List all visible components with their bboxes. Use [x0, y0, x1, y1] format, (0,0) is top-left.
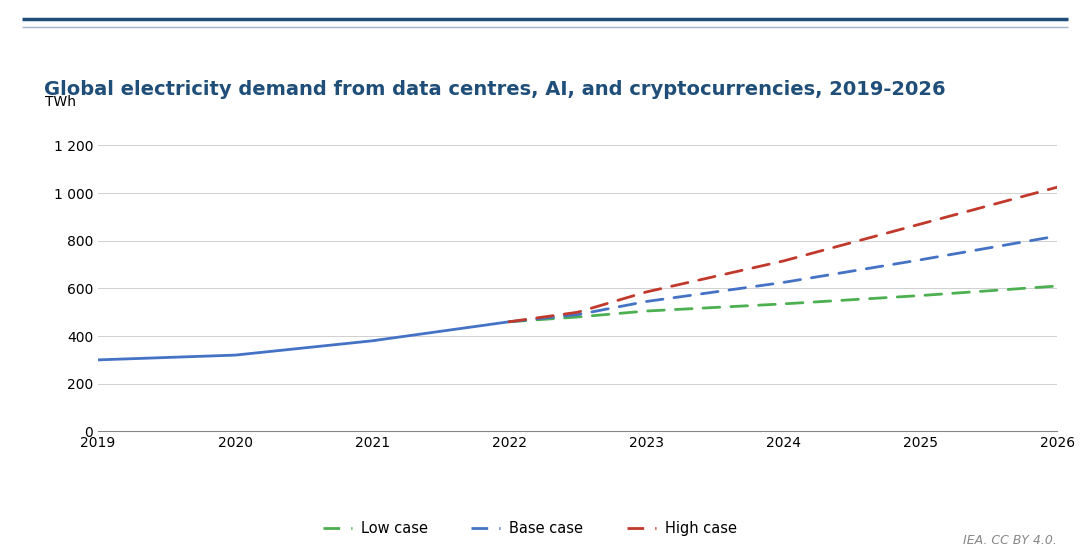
Text: IEA. CC BY 4.0.: IEA. CC BY 4.0. — [964, 534, 1057, 547]
Text: TWh: TWh — [46, 95, 76, 109]
Legend: Low case, Base case, High case: Low case, Base case, High case — [317, 515, 742, 542]
Text: Global electricity demand from data centres, AI, and cryptocurrencies, 2019-2026: Global electricity demand from data cent… — [44, 80, 945, 99]
